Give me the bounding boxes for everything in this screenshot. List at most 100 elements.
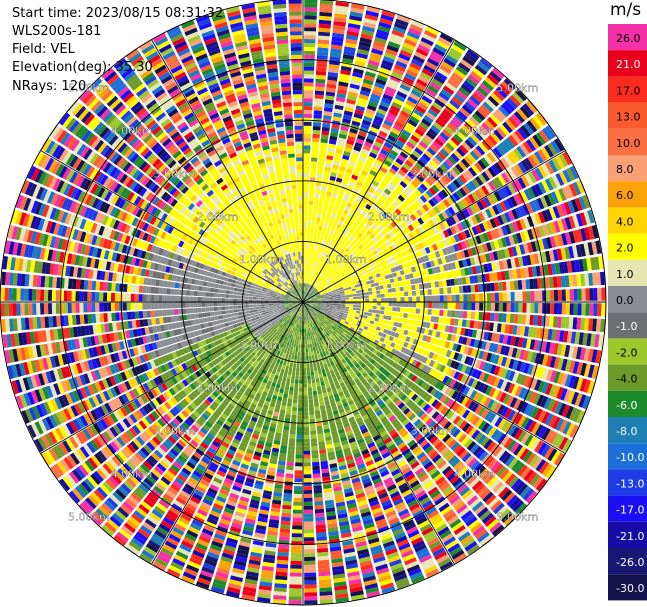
ppi-gate-cell [411, 58, 424, 68]
ppi-gate-cell [387, 223, 394, 231]
ppi-gate-cell [314, 189, 321, 194]
ppi-gate-cell [379, 194, 387, 202]
ppi-gate-cell [510, 336, 516, 346]
ppi-gate-cell [463, 249, 470, 258]
ppi-gate-cell [503, 78, 516, 90]
ppi-gate-cell [575, 346, 582, 360]
ppi-gate-cell [548, 176, 558, 190]
ppi-gate-cell [306, 332, 309, 337]
ppi-gate-cell [523, 243, 530, 254]
ppi-gate-cell [500, 213, 508, 224]
ppi-gate-cell [538, 165, 548, 178]
ppi-gate-cell [293, 489, 303, 495]
ppi-gate-cell [524, 267, 530, 278]
ppi-gate-cell [559, 330, 565, 342]
ppi-gate-cell [439, 222, 446, 231]
ppi-gate-cell [317, 296, 322, 299]
ppi-gate-cell [378, 318, 383, 323]
ppi-gate-cell [315, 270, 319, 275]
ppi-gate-cell [404, 38, 417, 47]
ppi-gate-cell [306, 292, 310, 297]
ppi-gate-cell [318, 258, 322, 264]
ppi-gate-cell [312, 469, 321, 475]
ppi-gate-cell [498, 84, 511, 96]
ppi-gate-cell [424, 221, 432, 229]
ppi-gate-cell [498, 260, 505, 270]
ppi-gate-cell [537, 315, 542, 326]
ppi-gate-cell [451, 286, 456, 294]
ppi-gate-cell [286, 461, 294, 467]
ppi-gate-cell [356, 159, 365, 166]
ppi-gate-cell [336, 223, 342, 229]
ppi-gate-cell [316, 295, 321, 298]
ppi-gate-cell [346, 224, 352, 230]
ppi-gate-cell [296, 434, 303, 439]
ppi-gate-cell [538, 303, 543, 314]
ppi-gate-cell [313, 106, 323, 111]
ppi-gate-cell [396, 292, 401, 297]
ppi-gate-cell [313, 296, 317, 298]
ppi-gate-cell [322, 288, 327, 292]
ppi-gate-cell [337, 89, 347, 95]
ppi-gate-cell [304, 31, 316, 36]
ppi-gate-cell [383, 315, 388, 320]
ppi-gate-cell [469, 257, 476, 266]
ppi-gate-cell [484, 169, 494, 180]
ppi-gate-cell [342, 118, 351, 124]
ppi-gate-cell [519, 218, 527, 230]
ppi-gate-cell [394, 22, 408, 31]
ppi-gate-cell [283, 425, 290, 431]
ppi-gate-cell [434, 43, 448, 54]
ppi-gate-cell [364, 193, 371, 201]
ppi-gate-cell [435, 331, 441, 338]
ppi-gate-cell [364, 112, 374, 119]
ppi-gate-cell [580, 228, 587, 242]
ppi-gate-cell [443, 310, 448, 317]
ppi-gate-cell [552, 206, 561, 219]
ppi-gate-cell [352, 223, 358, 230]
ppi-gate-cell [459, 302, 464, 310]
ppi-gate-cell [392, 67, 405, 76]
ppi-gate-cell [354, 109, 364, 116]
ppi-gate-cell [337, 194, 344, 200]
ppi-gate-cell [574, 331, 581, 345]
ppi-gate-cell [490, 302, 496, 312]
ppi-gate-cell [334, 201, 341, 208]
ppi-gate-cell [530, 303, 535, 314]
ppi-gate-cell [470, 133, 481, 144]
ppi-gate-cell [504, 224, 512, 235]
ppi-gate-cell [315, 253, 319, 258]
ppi-gate-cell [572, 214, 580, 228]
ppi-gate-cell [303, 216, 308, 221]
ppi-gate-cell [510, 258, 516, 268]
ppi-gate-cell [514, 179, 523, 191]
ppi-gate-cell [524, 173, 534, 186]
ppi-gate-cell [504, 236, 512, 247]
ppi-gate-cell [421, 168, 430, 177]
ppi-gate-cell [412, 296, 417, 302]
ppi-gate-cell [311, 224, 315, 229]
ppi-gate-cell [462, 55, 476, 67]
ppi-gate-cell [303, 212, 308, 217]
ppi-gate-cell [308, 200, 314, 205]
ppi-gate-cell [354, 274, 360, 279]
ppi-gate-cell [368, 100, 378, 108]
ppi-gate-cell [319, 8, 333, 13]
ppi-gate-cell [354, 316, 360, 320]
ppi-gate-cell [408, 138, 418, 147]
ppi-gate-cell [583, 211, 591, 225]
ppi-gate-cell [593, 287, 598, 301]
ppi-gate-cell [353, 302, 358, 305]
ppi-gate-cell [289, 584, 302, 589]
ppi-gate-cell [319, 194, 326, 199]
ppi-gate-cell [304, 279, 306, 284]
ppi-gate-cell [410, 134, 420, 143]
ppi-gate-cell [472, 67, 485, 79]
ppi-gate-cell [363, 74, 375, 82]
ppi-gate-cell [310, 438, 318, 443]
ppi-gate-cell [589, 303, 594, 316]
ppi-gate-cell [322, 239, 327, 244]
ppi-gate-cell [438, 213, 446, 222]
ppi-gate-cell [314, 374, 319, 379]
ppi-gate-cell [324, 199, 330, 204]
